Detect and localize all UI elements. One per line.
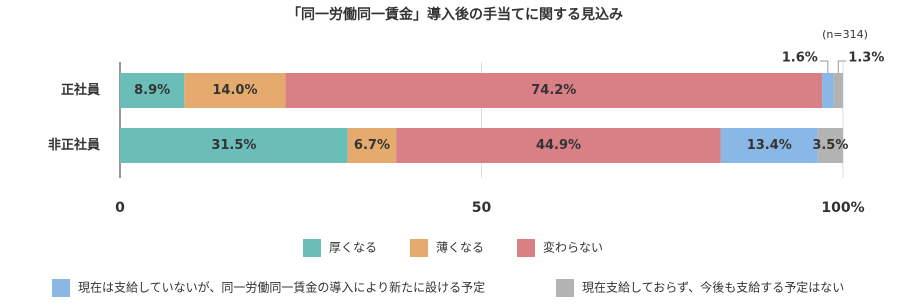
value-label: 8.9% — [134, 83, 170, 98]
legend-label: 薄くなる — [436, 240, 484, 255]
bar-segment — [120, 128, 348, 163]
y-tick-label: 正社員 — [61, 82, 100, 98]
value-label: 1.3% — [848, 51, 884, 66]
bar-segment — [285, 73, 823, 108]
bar-segment — [184, 73, 286, 108]
leader-line — [837, 60, 847, 73]
bar-segment — [720, 128, 818, 163]
value-label: 6.7% — [354, 138, 390, 153]
bar-segment — [822, 73, 834, 108]
leader-line — [819, 60, 829, 73]
x-tick-label: 50 — [472, 200, 492, 216]
bar-segment — [833, 73, 843, 108]
chart-title: 「同一労働同一賃金」導入後の手当てに関する見込み — [287, 6, 623, 23]
legend-swatch — [52, 279, 70, 297]
legend-label: 現在は支給していないが、同一労働同一賃金の導入により新たに設ける予定 — [78, 280, 485, 295]
legend-swatch — [303, 239, 321, 257]
x-tick-label: 0 — [115, 200, 125, 216]
annotation: (n=314) — [822, 28, 868, 41]
value-label: 3.5% — [812, 138, 848, 153]
legend-swatch — [517, 239, 535, 257]
x-tick-label: 100% — [821, 200, 864, 216]
bar-segment — [817, 128, 843, 163]
value-label: 1.6% — [782, 51, 818, 66]
value-label: 74.2% — [531, 83, 576, 98]
legend-label: 厚くなる — [329, 241, 377, 255]
y-tick-label: 非正社員 — [48, 137, 100, 153]
bar-segment — [347, 128, 397, 163]
value-label: 13.4% — [747, 138, 792, 153]
bar-segment — [396, 128, 721, 163]
bar-segment — [120, 73, 185, 108]
legend-swatch — [556, 279, 574, 297]
legend-label: 変わらない — [543, 240, 603, 255]
value-label: 44.9% — [536, 138, 581, 153]
value-label: 31.5% — [211, 138, 256, 153]
legend-label: 現在支給しておらず、今後も支給する予定はない — [582, 280, 844, 295]
value-label: 14.0% — [212, 83, 257, 98]
legend-swatch — [410, 239, 428, 257]
